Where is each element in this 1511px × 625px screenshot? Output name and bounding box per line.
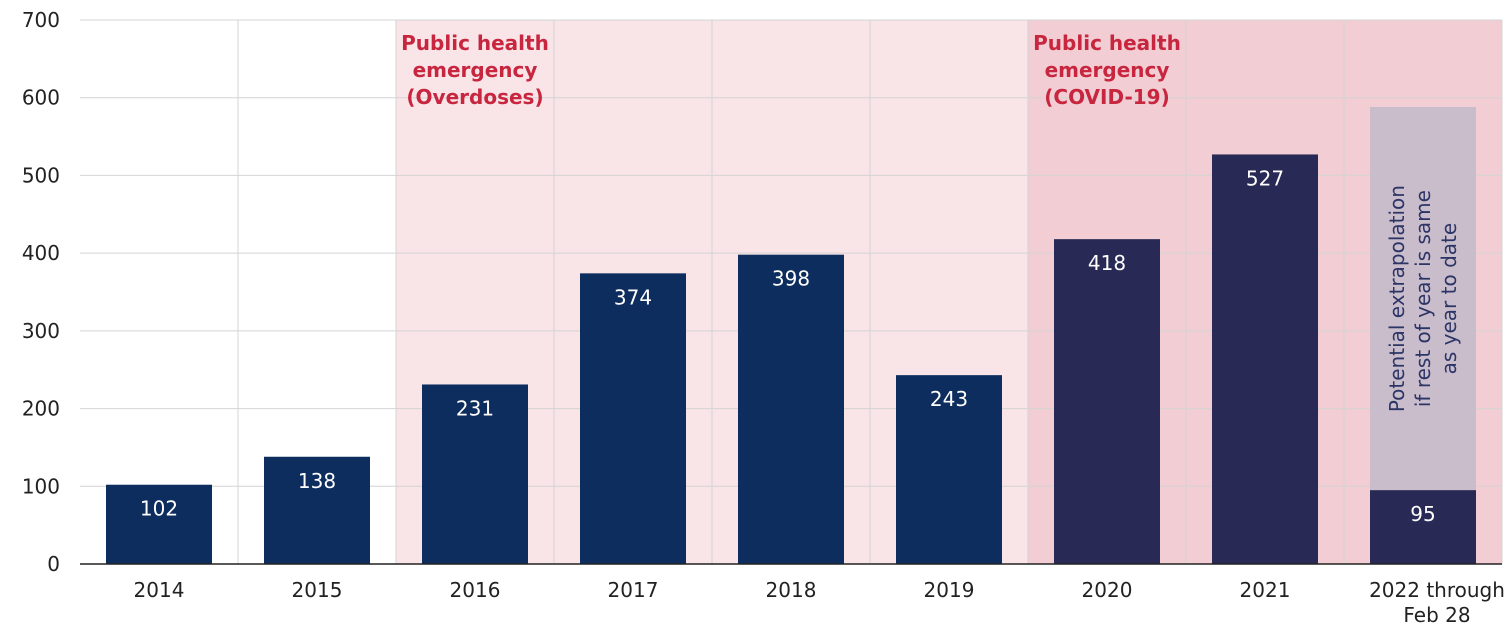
bar-2022	[1370, 490, 1476, 564]
y-tick-label: 500	[22, 163, 60, 187]
bar-value-label: 138	[298, 469, 336, 493]
labels: Public health emergency (Overdoses) Public …	[140, 31, 1461, 526]
x-tick-label: 2022 through	[1369, 578, 1505, 602]
bar-2019	[896, 375, 1002, 564]
extrapolation-label-line: Potential extrapolation	[1385, 185, 1409, 412]
x-tick-label: 2021	[1240, 578, 1291, 602]
x-tick-label: 2014	[134, 578, 185, 602]
shaded-period-1-label-line: emergency	[413, 58, 538, 82]
y-tick-label: 100	[22, 474, 60, 498]
bar-value-label: 398	[772, 267, 810, 291]
extrapolation-label: Potential extrapolation if rest of year i…	[1385, 185, 1461, 412]
x-tick-label: 2016	[450, 578, 501, 602]
shaded-period-2-label-line: (COVID-19)	[1044, 85, 1169, 109]
y-tick-label: 700	[22, 8, 60, 32]
bar-value-label: 243	[930, 387, 968, 411]
y-tick-label: 0	[47, 552, 60, 576]
bar-2017	[580, 273, 686, 564]
bar-2014	[106, 484, 212, 564]
bar-value-label: 374	[614, 285, 652, 309]
bar-value-label: 527	[1246, 166, 1284, 190]
bar-2018	[738, 254, 844, 564]
x-tick-label: 2020	[1082, 578, 1133, 602]
bar-2021	[1212, 154, 1318, 564]
bar-value-label: 102	[140, 497, 178, 521]
y-tick-label: 400	[22, 241, 60, 265]
shaded-period-1-label-line: Public health	[401, 31, 549, 55]
shaded-period-2-label-line: Public health	[1033, 31, 1181, 55]
y-tick-label: 300	[22, 319, 60, 343]
shaded-period-2-label-line: emergency	[1045, 58, 1170, 82]
x-tick-label: 2015	[292, 578, 343, 602]
extrapolation-label-line: if rest of year is same	[1411, 190, 1435, 407]
bars	[106, 107, 1476, 564]
axes: 0 100 200 300 400 500 600 700 2014 2015 2016 2017 20…	[22, 8, 1505, 625]
bar-2020	[1054, 239, 1160, 564]
bar-value-label: 418	[1088, 251, 1126, 275]
y-tick-label: 200	[22, 397, 60, 421]
bar-value-label: 231	[456, 396, 494, 420]
x-tick-label: Feb 28	[1403, 603, 1470, 625]
extrapolation-label-line: as year to date	[1437, 223, 1461, 375]
bar-value-label: 95	[1410, 502, 1435, 526]
x-tick-label: 2019	[924, 578, 975, 602]
bar-2016	[422, 384, 528, 564]
extrapolation-bar	[1370, 107, 1476, 564]
x-tick-label: 2017	[608, 578, 659, 602]
shaded-period-1-label-line: (Overdoses)	[406, 85, 543, 109]
bar-2015	[264, 456, 370, 564]
y-tick-label: 600	[22, 86, 60, 110]
x-tick-label: 2018	[766, 578, 817, 602]
